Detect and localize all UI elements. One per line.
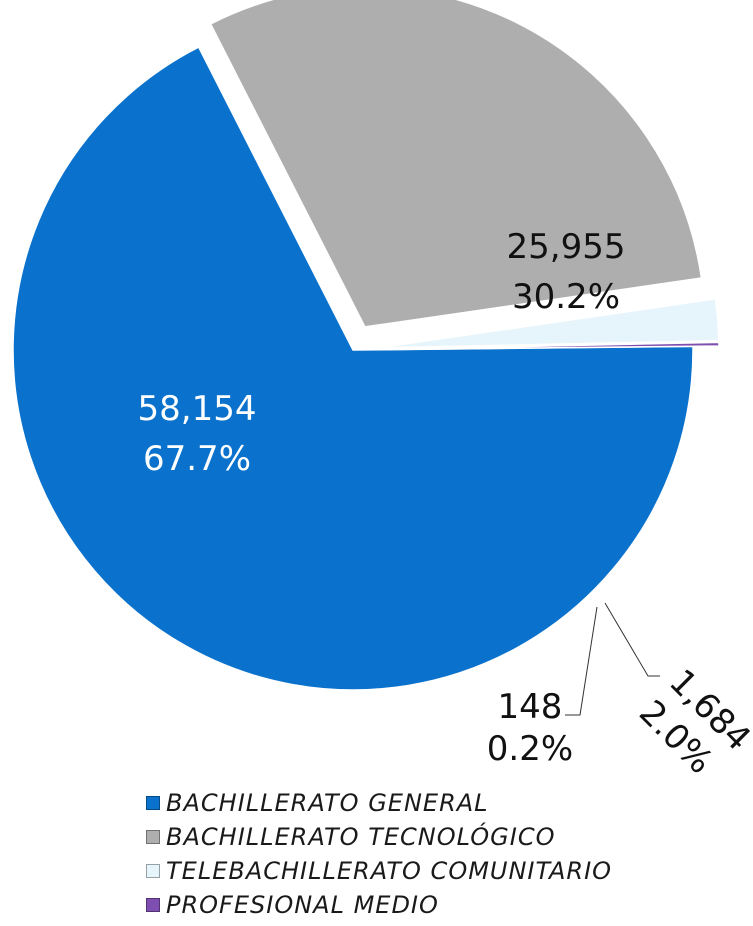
legend-item-bachillerato-tecnologico: BACHILLERATO TECNOLÓGICO: [146, 820, 746, 854]
slice-value-label-3: 148: [498, 687, 563, 727]
pie-slice-2: [378, 298, 720, 349]
slice-percent-label-0: 67.7%: [143, 439, 251, 479]
pie-slice-3: [378, 341, 720, 351]
legend-label: BACHILLERATO GENERAL: [166, 789, 489, 817]
slice-value-label-0: 58,154: [138, 389, 257, 429]
legend-swatch-telebachillerato-comunitario: [146, 864, 160, 878]
slice-value-label-1: 25,955: [507, 227, 626, 267]
legend-label: TELEBACHILLERATO COMUNITARIO: [166, 857, 613, 885]
leader-line-2: [604, 602, 660, 677]
legend: BACHILLERATO GENERAL BACHILLERATO TECNOL…: [146, 786, 746, 922]
legend-label: PROFESIONAL MEDIO: [166, 891, 439, 919]
legend-swatch-bachillerato-tecnologico: [146, 830, 160, 844]
slice-percent-label-1: 30.2%: [512, 277, 620, 317]
legend-item-telebachillerato-comunitario: TELEBACHILLERATO COMUNITARIO: [146, 854, 746, 888]
pie-slice-0: [12, 46, 694, 691]
legend-swatch-profesional-medio: [146, 898, 160, 912]
leader-line-3: [565, 606, 598, 716]
slice-percent-label-3: 0.2%: [487, 729, 573, 769]
legend-item-profesional-medio: PROFESIONAL MEDIO: [146, 888, 746, 922]
legend-item-bachillerato-general: BACHILLERATO GENERAL: [146, 786, 746, 820]
legend-label: BACHILLERATO TECNOLÓGICO: [166, 823, 556, 851]
legend-swatch-bachillerato-general: [146, 796, 160, 810]
pie-slice-1: [209, 0, 703, 328]
